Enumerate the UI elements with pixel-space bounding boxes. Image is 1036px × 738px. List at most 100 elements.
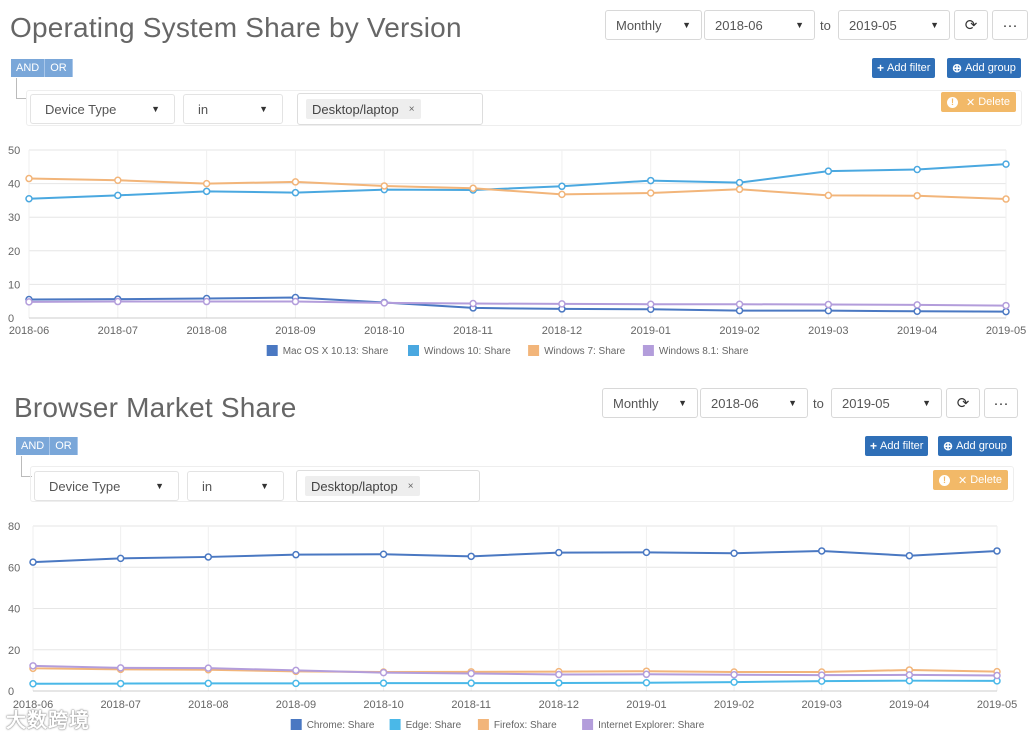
series-line bbox=[28, 177, 1007, 201]
close-x-icon: ✕ bbox=[966, 96, 976, 109]
data-point bbox=[202, 179, 211, 188]
data-point bbox=[204, 664, 213, 672]
add-filter-label: Add filter bbox=[880, 440, 924, 452]
value-tag: Desktop/laptop × bbox=[305, 476, 420, 496]
and-or-toggle[interactable]: AND OR bbox=[11, 59, 73, 77]
data-point bbox=[558, 300, 566, 308]
x-tick-label: 2018-09 bbox=[276, 699, 316, 711]
x-tick-label: 2018-11 bbox=[453, 325, 493, 337]
or-button[interactable]: OR bbox=[45, 59, 73, 77]
refresh-button[interactable]: ⟳ bbox=[954, 10, 988, 40]
series-line bbox=[32, 679, 998, 685]
plus-icon: + bbox=[877, 61, 885, 75]
data-point bbox=[467, 679, 475, 687]
data-point bbox=[1002, 307, 1010, 316]
delete-rule-button[interactable]: ! ✕ Delete bbox=[941, 92, 1017, 112]
series-line bbox=[32, 549, 998, 564]
field-select[interactable]: Device Type ▼ bbox=[30, 94, 175, 124]
more-button[interactable]: ··· bbox=[992, 10, 1028, 40]
rule-connector bbox=[16, 78, 27, 99]
y-tick-label: 20 bbox=[8, 645, 20, 657]
and-button[interactable]: AND bbox=[11, 59, 46, 77]
legend-label: Chrome: Share bbox=[307, 720, 375, 731]
data-point bbox=[642, 670, 651, 679]
data-point bbox=[735, 178, 744, 187]
field-select[interactable]: Device Type ▼ bbox=[34, 471, 179, 501]
to-date-select[interactable]: 2019-05 ▼ bbox=[831, 388, 942, 418]
ellipsis-icon: ··· bbox=[1002, 16, 1018, 34]
data-point bbox=[646, 189, 655, 197]
data-point bbox=[380, 182, 389, 190]
series-line bbox=[32, 667, 998, 674]
x-tick-label: 2019-02 bbox=[719, 325, 759, 337]
to-date-select[interactable]: 2019-05 ▼ bbox=[838, 10, 950, 40]
from-date-select[interactable]: 2018-06 ▼ bbox=[704, 10, 815, 40]
legend-swatch bbox=[477, 719, 489, 730]
period-select[interactable]: Monthly ▼ bbox=[602, 388, 698, 418]
data-point bbox=[292, 550, 300, 559]
more-button[interactable]: ··· bbox=[984, 388, 1018, 418]
y-tick-label: 20 bbox=[8, 246, 20, 258]
x-tick-label: 2018-08 bbox=[186, 325, 226, 337]
remove-tag-icon[interactable]: × bbox=[407, 480, 414, 492]
delete-rule-button[interactable]: ! ✕ Delete bbox=[933, 470, 1009, 490]
data-point bbox=[291, 178, 300, 186]
add-group-label: Add group bbox=[956, 440, 1007, 452]
operator-select[interactable]: in ▼ bbox=[183, 94, 283, 124]
data-point bbox=[114, 191, 122, 200]
data-point bbox=[817, 547, 826, 555]
os-share-chart: 0 10 20 30 40 50 2018-06 2018-07 2018-08 2018-09 2… bbox=[8, 145, 1026, 357]
data-point bbox=[817, 671, 826, 679]
remove-tag-icon[interactable]: × bbox=[408, 103, 415, 115]
data-point bbox=[730, 678, 738, 686]
data-point bbox=[642, 679, 651, 687]
add-group-button[interactable]: ⊕ Add group bbox=[938, 436, 1012, 456]
from-date-value: 2018-06 bbox=[711, 395, 759, 411]
data-point bbox=[469, 299, 477, 308]
x-tick-label: 2018-06 bbox=[13, 699, 53, 711]
and-or-toggle[interactable]: AND OR bbox=[16, 437, 78, 455]
x-tick-label: 2019-03 bbox=[802, 699, 842, 711]
from-date-select[interactable]: 2018-06 ▼ bbox=[700, 388, 808, 418]
caret-down-icon: ▼ bbox=[795, 20, 804, 30]
plus-circle-icon: ⊕ bbox=[952, 61, 963, 75]
y-tick-label: 40 bbox=[8, 604, 20, 616]
browser-share-panel: Browser Market Share Monthly ▼ 2018-06 ▼… bbox=[0, 378, 1036, 738]
x-tick-label: 2019-03 bbox=[808, 325, 848, 337]
data-point bbox=[730, 670, 738, 679]
data-point bbox=[379, 668, 388, 677]
and-button[interactable]: AND bbox=[16, 437, 51, 455]
value-tag-input[interactable]: Desktop/laptop × bbox=[296, 470, 480, 502]
refresh-button[interactable]: ⟳ bbox=[946, 388, 980, 418]
data-point bbox=[824, 300, 833, 309]
data-point bbox=[291, 297, 300, 306]
operator-value: in bbox=[202, 478, 213, 494]
data-point bbox=[379, 679, 388, 687]
data-point bbox=[114, 297, 122, 306]
legend-label: Windows 8.1: Share bbox=[659, 346, 749, 357]
series-line bbox=[28, 300, 1007, 307]
add-filter-button[interactable]: + Add filter bbox=[872, 58, 936, 78]
period-select[interactable]: Monthly ▼ bbox=[605, 10, 702, 40]
data-point bbox=[29, 680, 37, 688]
add-filter-button[interactable]: + Add filter bbox=[865, 436, 929, 456]
legend-label: Internet Explorer: Share bbox=[598, 720, 705, 731]
data-point bbox=[25, 298, 33, 306]
caret-down-icon: ▼ bbox=[259, 104, 268, 114]
field-value: Device Type bbox=[45, 101, 117, 117]
legend-swatch bbox=[290, 719, 302, 730]
x-tick-label: 2018-07 bbox=[98, 325, 138, 337]
caret-down-icon: ▼ bbox=[788, 398, 797, 408]
value-tag-input[interactable]: Desktop/laptop × bbox=[297, 93, 483, 125]
x-tick-label: 2018-12 bbox=[542, 325, 582, 337]
data-point bbox=[558, 182, 566, 191]
data-point bbox=[817, 677, 826, 685]
caret-down-icon: ▼ bbox=[930, 20, 939, 30]
data-point bbox=[646, 176, 655, 185]
or-button[interactable]: OR bbox=[50, 437, 78, 455]
plus-circle-icon: ⊕ bbox=[943, 439, 954, 453]
add-group-button[interactable]: ⊕ Add group bbox=[947, 58, 1021, 78]
operator-select[interactable]: in ▼ bbox=[187, 471, 284, 501]
data-point bbox=[114, 176, 122, 184]
to-label: to bbox=[820, 18, 831, 33]
